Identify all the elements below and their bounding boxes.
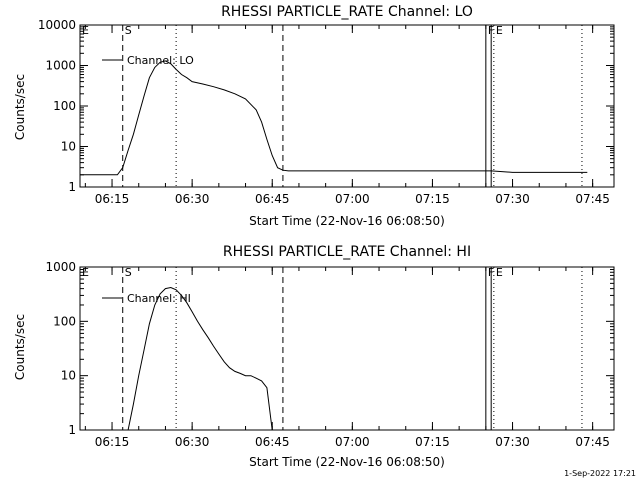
y-tick-label: 10: [61, 140, 76, 154]
y-tick-label: 10000: [38, 18, 76, 32]
x-tick-label: 07:15: [415, 192, 450, 206]
x-axis-label: Start Time (22-Nov-16 06:08:50): [249, 214, 445, 228]
y-tick-label: 1000: [45, 260, 76, 274]
x-tick-label: 06:30: [175, 435, 210, 449]
chart-title: RHESSI PARTICLE_RATE Channel: HI: [223, 244, 471, 260]
chart-title: RHESSI PARTICLE_RATE Channel: LO: [221, 4, 473, 20]
legend-label: Channel: HI: [127, 292, 191, 305]
event-marker-label: E: [496, 266, 503, 279]
x-tick-label: 07:30: [495, 192, 530, 206]
legend: Channel: HI: [102, 292, 191, 305]
data-series-line: [127, 286, 273, 431]
data-series-line: [80, 60, 588, 176]
x-tick-label: 07:00: [335, 435, 370, 449]
legend: Channel: LO: [102, 54, 194, 67]
x-tick-label: 06:45: [255, 435, 290, 449]
plot-frame: [79, 24, 615, 188]
legend-label: Channel: LO: [127, 54, 194, 67]
y-tick-label: 1: [68, 423, 76, 437]
chart-panel-lo: RHESSI PARTICLE_RATE Channel: LO Counts/…: [13, 4, 615, 228]
chart-panel-hi: RHESSI PARTICLE_RATE Channel: HI Counts/…: [13, 244, 615, 469]
y-tick-label: 1: [68, 180, 76, 194]
y-tick-label: 1000: [45, 59, 76, 73]
x-tick-label: 07:00: [335, 192, 370, 206]
x-tick-label: 07:15: [415, 435, 450, 449]
y-axis-label: Counts/sec: [13, 74, 27, 140]
event-marker-label: E: [82, 266, 89, 279]
y-axis-label: Counts/sec: [13, 314, 27, 380]
x-tick-label: 07:45: [575, 435, 610, 449]
x-tick-label: 06:15: [95, 435, 130, 449]
x-axis-label: Start Time (22-Nov-16 06:08:50): [249, 455, 445, 469]
x-tick-label: 07:30: [495, 435, 530, 449]
event-marker-label: S: [125, 266, 132, 279]
x-tick-label: 07:45: [575, 192, 610, 206]
y-tick-label: 100: [53, 314, 76, 328]
y-tick-label: 10: [61, 369, 76, 383]
footer-timestamp: 1-Sep-2022 17:21: [564, 469, 636, 478]
event-marker-label: E: [82, 24, 89, 37]
x-tick-label: 06:45: [255, 192, 290, 206]
x-tick-label: 06:15: [95, 192, 130, 206]
x-tick-label: 06:30: [175, 192, 210, 206]
event-marker-label: E: [496, 24, 503, 37]
y-tick-label: 100: [53, 99, 76, 113]
event-marker-label: S: [125, 24, 132, 37]
